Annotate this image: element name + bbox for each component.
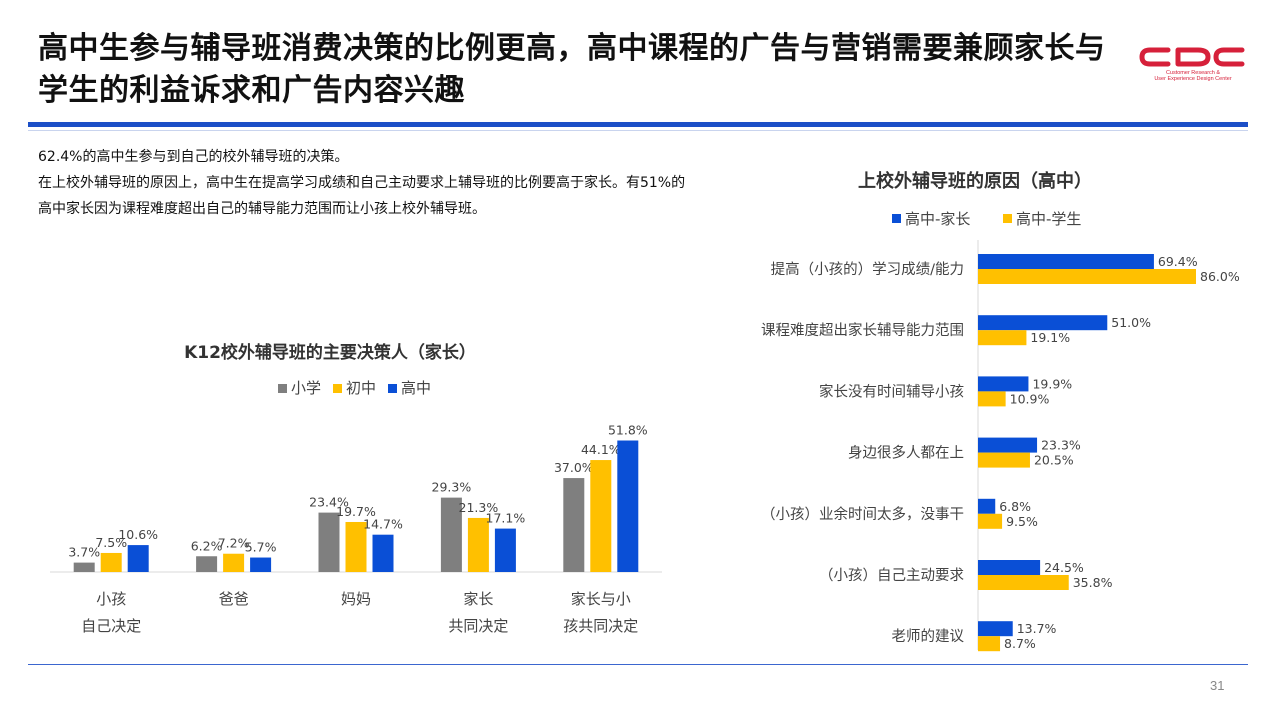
- data-label: 51.8%: [608, 423, 648, 438]
- category-label: （小孩）自己主动要求: [819, 567, 964, 584]
- data-label: 10.9%: [1010, 391, 1050, 406]
- bar: [978, 560, 1041, 575]
- bar: [978, 391, 1006, 407]
- category-label: 课程难度超出家长辅导能力范围: [761, 322, 964, 339]
- bar: [196, 556, 218, 572]
- category-label: 自己决定: [81, 617, 141, 635]
- category-label: 家长没有时间辅导小孩: [819, 383, 964, 400]
- bar: [345, 521, 367, 572]
- page-number: 31: [1210, 678, 1225, 693]
- bar: [250, 557, 272, 572]
- category-label: 提高（小孩的）学习成绩/能力: [771, 261, 964, 278]
- bar: [617, 440, 639, 572]
- legend-label: 高中-学生: [1016, 210, 1081, 228]
- bar: [73, 562, 95, 572]
- data-label: 7.5%: [95, 535, 127, 550]
- category-label: 共同决定: [448, 617, 508, 635]
- decision-maker-chart: K12校外辅导班的主要决策人（家长） 小学 初中 高中 3.7%7.5%10.6% 小孩自…: [50, 342, 662, 635]
- bar: [223, 553, 245, 572]
- category-label: 孩共同决定: [563, 617, 638, 635]
- page-title: 高中生参与辅导班消费决策的比例更高，高中课程的广告与营销需要兼顾家长与学生的利益…: [38, 31, 1106, 108]
- bar: [494, 528, 516, 572]
- logo-subtitle: Customer Research & User Experience Desi…: [1154, 70, 1232, 82]
- legend-label: 高中: [401, 379, 431, 397]
- bar: [978, 437, 1038, 453]
- data-label: 35.8%: [1073, 575, 1113, 590]
- cdc-logo-icon: [1139, 47, 1245, 67]
- brand-logo: Customer Research & User Experience Desi…: [1138, 46, 1248, 90]
- data-label: 6.8%: [999, 499, 1031, 514]
- data-label: 20.5%: [1034, 453, 1074, 468]
- legend-swatch: [278, 384, 287, 393]
- data-label: 23.4%: [309, 495, 349, 510]
- bar: [467, 517, 489, 572]
- data-label: 9.5%: [1006, 514, 1038, 529]
- data-label: 8.7%: [1004, 636, 1036, 651]
- legend-swatch: [388, 384, 397, 393]
- bar: [978, 621, 1013, 637]
- summary-line-1: 62.4%的高中生参与到自己的校外辅导班的决策。: [38, 149, 349, 165]
- category-label: 爸爸: [219, 590, 249, 608]
- data-label: 5.7%: [245, 540, 277, 555]
- footer-divider: [28, 664, 1248, 665]
- category-label: 小孩: [96, 590, 126, 608]
- bar: [440, 497, 462, 572]
- data-label: 23.3%: [1041, 438, 1081, 453]
- category-label: 身边很多人都在上: [848, 445, 964, 462]
- bar: [978, 498, 996, 514]
- header-divider-thin: [28, 130, 1248, 131]
- category-label: 老师的建议: [892, 628, 965, 645]
- chart-title: 上校外辅导班的原因（高中）: [858, 170, 1092, 192]
- data-label: 19.1%: [1030, 330, 1070, 345]
- bar: [978, 513, 1003, 529]
- legend-swatch: [333, 384, 342, 393]
- data-label: 7.2%: [218, 536, 250, 551]
- bar: [978, 575, 1069, 590]
- bar: [978, 636, 1001, 652]
- data-label: 14.7%: [363, 517, 403, 532]
- category-label: 家长: [463, 590, 493, 608]
- data-label: 17.1%: [486, 511, 526, 526]
- data-label: 44.1%: [581, 442, 621, 457]
- data-label: 10.6%: [118, 527, 158, 542]
- data-label: 13.7%: [1017, 621, 1057, 636]
- data-label: 24.5%: [1044, 560, 1084, 575]
- data-label: 51.0%: [1111, 315, 1151, 330]
- legend-swatch: [892, 214, 901, 223]
- data-label: 19.9%: [1032, 376, 1072, 391]
- bar: [372, 534, 394, 572]
- bar: [978, 269, 1196, 284]
- legend-label: 小学: [291, 379, 321, 397]
- legend-label: 高中-家长: [905, 210, 970, 228]
- bar: [318, 512, 340, 572]
- data-label: 6.2%: [191, 538, 223, 553]
- legend-swatch: [1003, 214, 1012, 223]
- reasons-chart: 上校外辅导班的原因（高中） 高中-家长 高中-学生 69.4%86.0% 提高（小孩的）…: [761, 170, 1240, 652]
- data-label: 29.3%: [432, 480, 472, 495]
- bar: [978, 376, 1029, 392]
- category-label: （小孩）业余时间太多，没事干: [761, 505, 964, 523]
- bar: [978, 254, 1154, 269]
- data-label: 21.3%: [459, 500, 499, 515]
- bar: [127, 545, 149, 572]
- bar: [978, 452, 1030, 468]
- category-label: 家长与小: [571, 590, 631, 608]
- data-label: 3.7%: [68, 545, 100, 560]
- bar: [100, 552, 122, 572]
- summary-text: 62.4%的高中生参与到自己的校外辅导班的决策。 在上校外辅导班的原因上，高中生…: [38, 144, 688, 222]
- header-divider: [28, 122, 1248, 127]
- data-label: 19.7%: [336, 504, 376, 519]
- data-label: 69.4%: [1158, 254, 1198, 269]
- bar: [563, 478, 585, 572]
- chart-title: K12校外辅导班的主要决策人（家长）: [184, 342, 476, 363]
- bar: [978, 330, 1027, 346]
- data-label: 86.0%: [1200, 269, 1240, 284]
- bar: [590, 460, 612, 572]
- bar: [978, 315, 1108, 331]
- legend-label: 初中: [346, 379, 376, 397]
- summary-line-2: 在上校外辅导班的原因上，高中生在提高学习成绩和自己主动要求上辅导班的比例要高于家…: [38, 175, 686, 217]
- category-label: 妈妈: [341, 590, 371, 608]
- data-label: 37.0%: [554, 460, 594, 475]
